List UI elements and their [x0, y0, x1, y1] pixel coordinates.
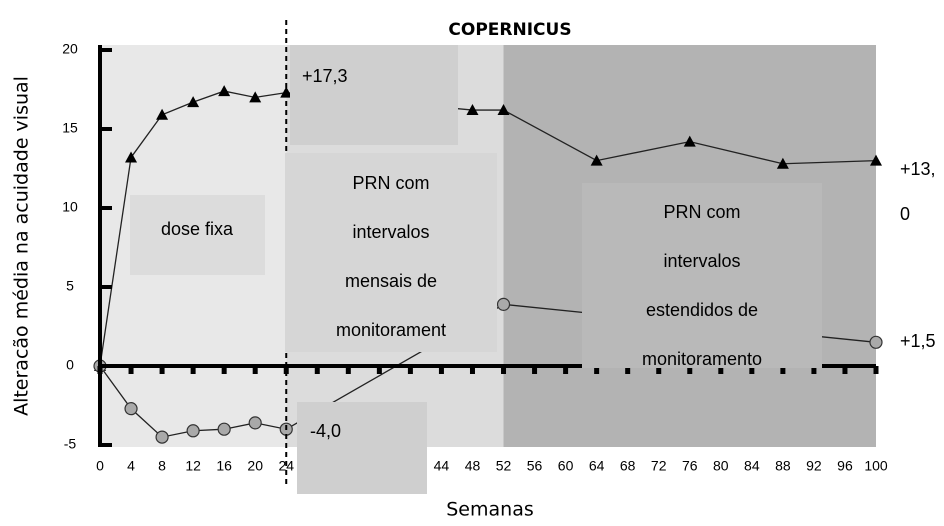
x-tick-label: 76: [682, 458, 698, 474]
x-tick-label: 92: [806, 458, 822, 474]
y-tick-label: 15: [62, 120, 78, 136]
x-tick-label: 68: [620, 458, 636, 474]
x-tick: [873, 366, 879, 374]
x-tick: [252, 366, 258, 374]
x-tick: [842, 366, 848, 374]
annotation: +17,3: [302, 66, 348, 86]
annotation-text: monitorament: [336, 320, 446, 340]
annotation-text: intervalos: [352, 222, 429, 242]
marker: [776, 157, 789, 169]
x-tick-label: 64: [589, 458, 605, 474]
x-tick: [314, 366, 320, 374]
annotation-text: -4,0: [310, 421, 341, 441]
x-tick: [159, 366, 165, 374]
marker: [125, 151, 138, 163]
x-tick: [97, 366, 103, 374]
marker: [186, 424, 200, 438]
x-tick: [221, 366, 227, 374]
x-tick: [718, 366, 724, 374]
annotation: dose fixa: [161, 219, 234, 239]
annotation-box: [582, 183, 822, 368]
y-tick-label: -5: [64, 436, 77, 452]
annotation-text: +13,: [900, 159, 936, 179]
x-tick: [687, 366, 693, 374]
x-tick-label: 52: [496, 458, 512, 474]
annotation-text: 0: [900, 204, 910, 224]
x-tick: [594, 366, 600, 374]
x-tick: [407, 366, 413, 374]
marker: [869, 335, 883, 349]
marker: [217, 422, 231, 436]
marker: [124, 402, 138, 416]
y-axis-label: Alteracão média na acuidade visual: [11, 76, 33, 416]
x-tick-label: 12: [185, 458, 201, 474]
marker: [156, 108, 169, 120]
x-tick: [656, 366, 662, 374]
annotation-text: intervalos: [663, 251, 740, 271]
y-tick-label: 5: [66, 278, 74, 294]
annotation-text: +17,3: [302, 66, 348, 86]
marker: [187, 96, 200, 108]
y-tick-label: 20: [62, 41, 78, 57]
annotation-text: estendidos de: [646, 300, 758, 320]
marker: [248, 416, 262, 430]
marker: [466, 104, 479, 116]
x-tick-label: 4: [127, 458, 135, 474]
annotation-box: [130, 195, 265, 275]
annotation-text: mensais de: [345, 271, 437, 291]
annotation-text: monitoramento: [642, 349, 762, 369]
annotation-text: +1,5: [900, 331, 936, 351]
x-tick-label: 84: [744, 458, 760, 474]
x-tick-label: 80: [713, 458, 729, 474]
x-tick-label: 0: [96, 458, 104, 474]
x-tick-label: 96: [837, 458, 853, 474]
marker: [218, 85, 231, 97]
x-tick: [469, 366, 475, 374]
annotation: -4,0: [310, 421, 341, 441]
x-tick: [532, 366, 538, 374]
y-tick-label: 0: [66, 357, 74, 373]
annotation-box: [285, 153, 497, 352]
x-tick-label: 48: [465, 458, 481, 474]
marker: [590, 154, 603, 166]
annotation: PRN com intervalos estendidos de monitorame…: [642, 202, 762, 369]
x-tick: [563, 366, 569, 374]
marker: [870, 154, 882, 166]
annotation-box: [297, 402, 427, 494]
annotation-text: dose fixa: [161, 219, 234, 239]
annotation-box: [290, 45, 458, 145]
x-tick-label: 20: [247, 458, 263, 474]
annotation-text: PRN com: [352, 173, 429, 193]
annotation-text: PRN com: [663, 202, 740, 222]
marker: [496, 297, 511, 311]
marker: [155, 430, 169, 444]
x-tick: [780, 366, 786, 374]
x-tick: [345, 366, 351, 374]
x-tick: [501, 366, 507, 374]
x-tick: [625, 366, 631, 374]
x-tick-label: 100: [864, 458, 888, 474]
x-tick-label: 16: [216, 458, 232, 474]
x-tick-label: 44: [434, 458, 450, 474]
x-tick: [376, 366, 382, 374]
marker: [497, 104, 510, 116]
x-tick-label: 88: [775, 458, 791, 474]
y-tick-label: 10: [62, 199, 78, 215]
x-tick-label: 60: [558, 458, 574, 474]
marker: [249, 91, 262, 103]
x-tick-label: 8: [158, 458, 166, 474]
annotation: PRN com intervalos mensais de monitorament: [336, 173, 446, 340]
x-tick-label: 56: [527, 458, 543, 474]
marker: [683, 135, 696, 147]
x-tick-label: 72: [651, 458, 667, 474]
x-tick: [811, 366, 817, 374]
x-tick: [438, 366, 444, 374]
x-axis-label: Semanas: [446, 499, 534, 521]
x-tick: [190, 366, 196, 374]
x-tick: [128, 366, 134, 374]
x-tick: [749, 366, 755, 374]
chart-title: COPERNICUS: [448, 20, 571, 40]
x-tick: [283, 366, 289, 374]
